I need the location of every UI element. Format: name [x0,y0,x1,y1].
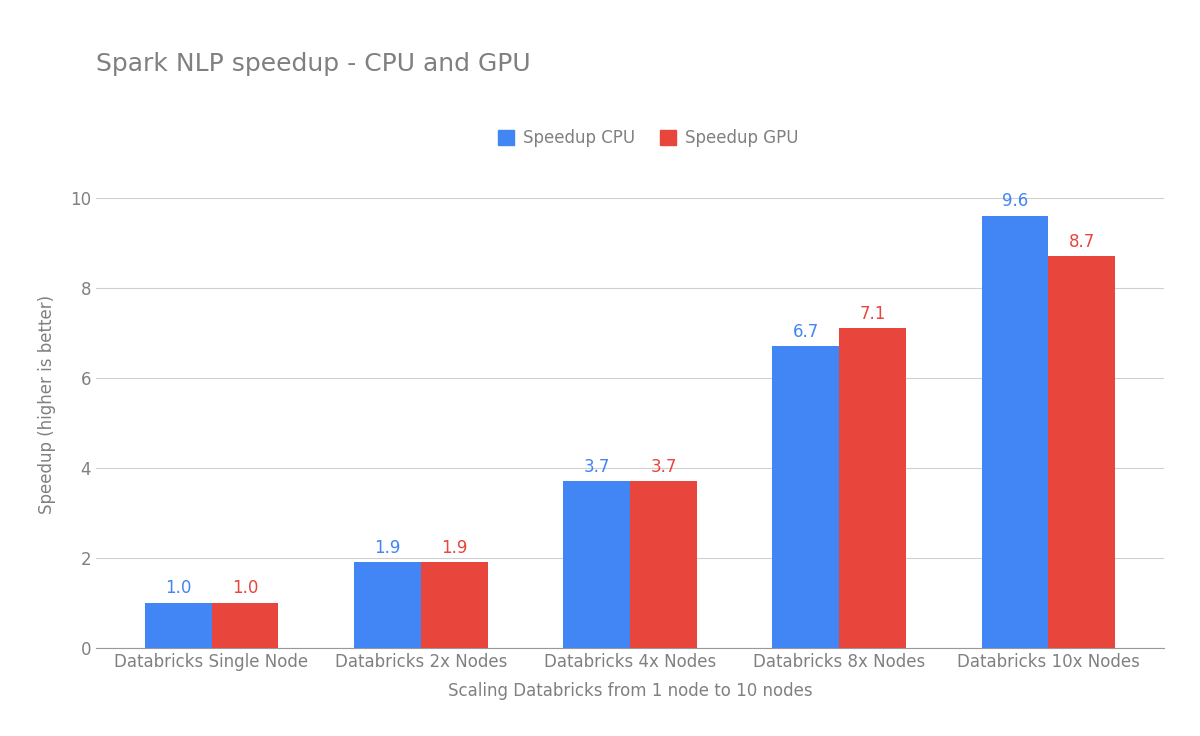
Text: 9.6: 9.6 [1002,193,1028,210]
Text: 1.9: 1.9 [442,539,468,557]
Bar [630,481,697,648]
Y-axis label: Speedup (higher is better): Speedup (higher is better) [38,295,56,514]
Bar [354,562,421,648]
Text: 1.0: 1.0 [232,579,258,598]
Text: 3.7: 3.7 [650,458,677,476]
Text: 1.0: 1.0 [164,579,191,598]
Bar [421,562,487,648]
Text: 3.7: 3.7 [583,458,610,476]
Legend: Speedup CPU, Speedup GPU: Speedup CPU, Speedup GPU [491,122,805,154]
Bar [982,216,1049,648]
Bar [773,347,839,648]
Text: 6.7: 6.7 [793,323,818,341]
Bar [211,603,278,648]
Bar [839,328,906,648]
Bar [144,603,211,648]
Bar [1049,256,1116,648]
Text: 1.9: 1.9 [374,539,401,557]
Text: 8.7: 8.7 [1069,233,1096,251]
Bar [563,481,630,648]
X-axis label: Scaling Databricks from 1 node to 10 nodes: Scaling Databricks from 1 node to 10 nod… [448,682,812,700]
Text: Spark NLP speedup - CPU and GPU: Spark NLP speedup - CPU and GPU [96,52,530,76]
Text: 7.1: 7.1 [859,305,886,323]
